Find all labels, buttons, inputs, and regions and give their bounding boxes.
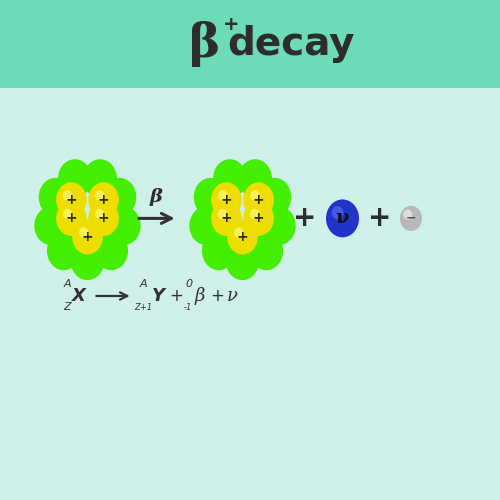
Circle shape — [72, 220, 103, 254]
Circle shape — [250, 232, 283, 270]
Text: +: + — [220, 212, 232, 226]
Circle shape — [88, 201, 119, 236]
Text: decay: decay — [228, 24, 355, 62]
Circle shape — [107, 206, 140, 245]
Circle shape — [190, 206, 223, 245]
Circle shape — [95, 190, 104, 201]
Circle shape — [102, 178, 136, 216]
Text: +: + — [98, 212, 110, 226]
Circle shape — [400, 206, 422, 231]
Text: +: + — [66, 212, 77, 226]
Circle shape — [218, 190, 227, 201]
Circle shape — [84, 159, 117, 198]
Circle shape — [404, 210, 412, 220]
Circle shape — [234, 227, 243, 237]
Circle shape — [56, 201, 86, 236]
Text: +: + — [170, 287, 183, 305]
Text: +: + — [253, 212, 264, 226]
Text: -1: -1 — [184, 303, 192, 312]
Text: +: + — [220, 193, 232, 207]
Circle shape — [218, 208, 227, 220]
Circle shape — [332, 206, 344, 220]
Text: 0: 0 — [186, 280, 192, 289]
Circle shape — [244, 201, 274, 236]
Text: ν: ν — [227, 287, 238, 305]
Circle shape — [244, 182, 274, 218]
Text: −: − — [406, 212, 416, 225]
Text: X: X — [72, 287, 86, 305]
Text: A: A — [140, 280, 147, 289]
Text: β: β — [150, 188, 163, 206]
Circle shape — [88, 182, 119, 218]
Text: Z+1: Z+1 — [134, 303, 152, 312]
Circle shape — [56, 182, 86, 218]
Circle shape — [70, 242, 104, 280]
Text: +: + — [294, 204, 316, 233]
Circle shape — [95, 208, 104, 220]
Circle shape — [63, 190, 72, 201]
Text: +: + — [222, 15, 239, 34]
Text: +: + — [368, 204, 392, 233]
Circle shape — [63, 208, 72, 220]
Circle shape — [194, 178, 228, 216]
Circle shape — [226, 242, 260, 280]
Circle shape — [211, 182, 242, 218]
Text: β: β — [188, 20, 220, 66]
Circle shape — [250, 190, 260, 201]
Text: Z: Z — [64, 302, 72, 312]
Text: β: β — [195, 287, 205, 305]
Circle shape — [94, 232, 128, 270]
Text: +: + — [66, 193, 77, 207]
Circle shape — [34, 206, 68, 245]
Text: +: + — [236, 230, 248, 244]
Text: +: + — [253, 193, 264, 207]
Circle shape — [250, 208, 260, 220]
Circle shape — [211, 201, 242, 236]
Circle shape — [79, 227, 88, 237]
Text: ν: ν — [336, 210, 349, 228]
Circle shape — [58, 159, 92, 198]
Circle shape — [202, 232, 235, 270]
Circle shape — [227, 220, 258, 254]
Text: Y: Y — [152, 287, 165, 305]
Text: +: + — [82, 230, 94, 244]
Circle shape — [326, 200, 359, 237]
Text: A: A — [64, 280, 72, 289]
Circle shape — [258, 178, 292, 216]
Circle shape — [238, 159, 272, 198]
Circle shape — [262, 206, 296, 245]
Circle shape — [213, 159, 246, 198]
Text: +: + — [98, 193, 110, 207]
Text: +: + — [210, 287, 224, 305]
Circle shape — [38, 178, 72, 216]
Circle shape — [47, 232, 80, 270]
